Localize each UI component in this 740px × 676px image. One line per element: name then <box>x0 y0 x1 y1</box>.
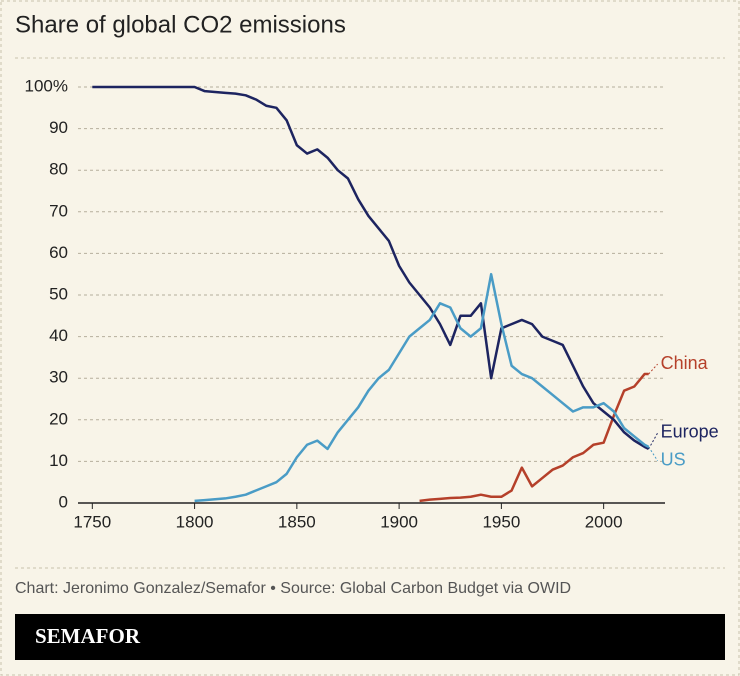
leader <box>648 363 659 375</box>
series-label: China <box>661 353 709 373</box>
chart-title: Share of global CO2 emissions <box>15 11 346 38</box>
x-tick-label: 2000 <box>585 512 623 531</box>
y-tick-label: 20 <box>49 409 68 428</box>
series-label: US <box>661 450 686 470</box>
series-line <box>92 85 650 451</box>
brand-bar <box>15 614 725 660</box>
y-tick-label: 100% <box>25 76 68 95</box>
y-tick-label: 40 <box>49 326 68 345</box>
y-tick-label: 50 <box>49 284 68 303</box>
y-tick-label: 80 <box>49 160 68 179</box>
leader <box>648 446 659 462</box>
series-line <box>419 372 649 503</box>
y-tick-label: 10 <box>49 451 68 470</box>
series-line <box>194 272 650 503</box>
x-tick-label: 1850 <box>278 512 316 531</box>
y-tick-label: 60 <box>49 243 68 262</box>
x-tick-label: 1800 <box>176 512 214 531</box>
source: Chart: Jeronimo Gonzalez/Semafor • Sourc… <box>15 580 571 597</box>
series-label: Europe <box>661 422 719 442</box>
y-tick-label: 70 <box>49 201 68 220</box>
x-tick-label: 1900 <box>380 512 418 531</box>
x-tick-label: 1750 <box>73 512 111 531</box>
leader <box>648 432 659 450</box>
y-tick-label: 90 <box>49 118 68 137</box>
y-tick-label: 0 <box>59 492 68 511</box>
x-tick-label: 1950 <box>482 512 520 531</box>
y-tick-label: 30 <box>49 368 68 387</box>
brand: SEMAFOR <box>35 624 141 648</box>
